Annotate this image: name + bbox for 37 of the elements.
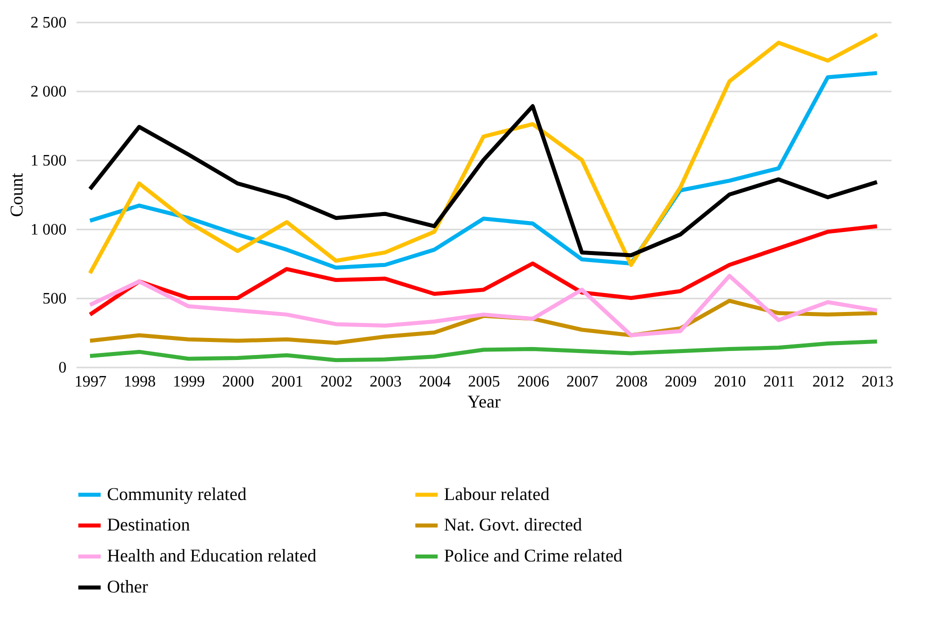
x-tick-label: 2011 <box>763 374 795 390</box>
y-tick-label: 500 <box>42 290 66 308</box>
line-series <box>88 32 879 276</box>
x-tick-label: 2002 <box>320 374 352 390</box>
x-tick-label: 2007 <box>566 374 598 390</box>
y-tick-label: 0 <box>58 360 66 376</box>
x-tick-label: 1997 <box>74 374 106 390</box>
legend-label: Destination <box>107 514 190 534</box>
x-tick-label: 2010 <box>714 374 746 390</box>
y-axis-title: Count <box>6 172 26 218</box>
legend-label: Community related <box>107 484 246 504</box>
y-tick-label: 1 500 <box>30 152 66 170</box>
x-tick-label: 2008 <box>616 374 648 390</box>
x-tick-label: 2001 <box>271 374 304 390</box>
legend-label: Other <box>107 576 148 596</box>
line-series <box>88 224 879 317</box>
line-series <box>88 104 879 258</box>
x-tick-label: 2003 <box>370 374 402 390</box>
x-tick-label: 2005 <box>468 374 500 390</box>
legend-label: Nat. Govt. directed <box>444 514 582 534</box>
x-tick-label: 2013 <box>862 374 894 390</box>
x-tick-label: 2004 <box>418 374 451 390</box>
legend-label: Labour related <box>444 484 550 504</box>
x-tick-label: 1998 <box>124 374 156 390</box>
legend-label: Health and Education related <box>107 546 316 566</box>
line-series <box>88 339 879 362</box>
y-tick-label: 1 000 <box>30 222 66 238</box>
y-tick-label: 2 500 <box>30 14 66 32</box>
x-tick-label: 2012 <box>812 374 844 390</box>
x-tick-label: 2000 <box>222 374 254 390</box>
y-tick-label: 2 000 <box>30 84 66 100</box>
legend-label: Police and Crime related <box>444 546 622 566</box>
x-tick-label: 2006 <box>517 374 550 390</box>
x-axis-title: Year <box>467 392 501 412</box>
x-tick-label: 1999 <box>172 374 205 390</box>
line-series <box>88 274 879 338</box>
x-tick-label: 2009 <box>664 374 697 390</box>
